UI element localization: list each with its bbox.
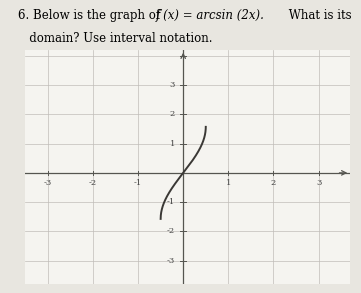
Text: 6. Below is the graph of: 6. Below is the graph of bbox=[18, 9, 164, 22]
Text: 2: 2 bbox=[170, 110, 175, 118]
Text: -3: -3 bbox=[167, 257, 175, 265]
Text: -2: -2 bbox=[167, 227, 175, 236]
Text: -2: -2 bbox=[89, 179, 97, 187]
Text: 1: 1 bbox=[226, 179, 231, 187]
Text: What is its: What is its bbox=[285, 9, 352, 22]
Text: -1: -1 bbox=[134, 179, 142, 187]
Text: 3: 3 bbox=[170, 81, 175, 89]
Text: 1: 1 bbox=[170, 139, 175, 148]
Text: 3: 3 bbox=[316, 179, 321, 187]
Text: -3: -3 bbox=[44, 179, 52, 187]
Text: domain? Use interval notation.: domain? Use interval notation. bbox=[18, 32, 213, 45]
Text: -1: -1 bbox=[167, 198, 175, 206]
Text: 2: 2 bbox=[271, 179, 276, 187]
Text: f (x) = arcsin (2x).: f (x) = arcsin (2x). bbox=[155, 9, 264, 22]
